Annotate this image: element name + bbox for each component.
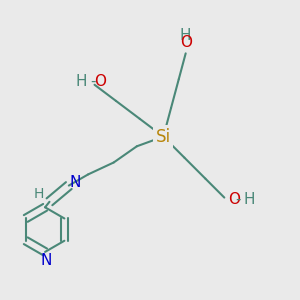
Text: -: - — [90, 74, 96, 89]
Text: O: O — [180, 35, 192, 50]
Text: O: O — [94, 74, 106, 89]
Text: H: H — [34, 188, 44, 201]
Text: N: N — [41, 253, 52, 268]
Text: O: O — [228, 192, 240, 207]
Text: -: - — [235, 192, 240, 207]
Text: H: H — [180, 28, 191, 43]
Text: H: H — [76, 74, 87, 89]
Text: N: N — [70, 175, 81, 190]
Text: Si: Si — [156, 128, 171, 146]
Text: H: H — [244, 192, 255, 207]
